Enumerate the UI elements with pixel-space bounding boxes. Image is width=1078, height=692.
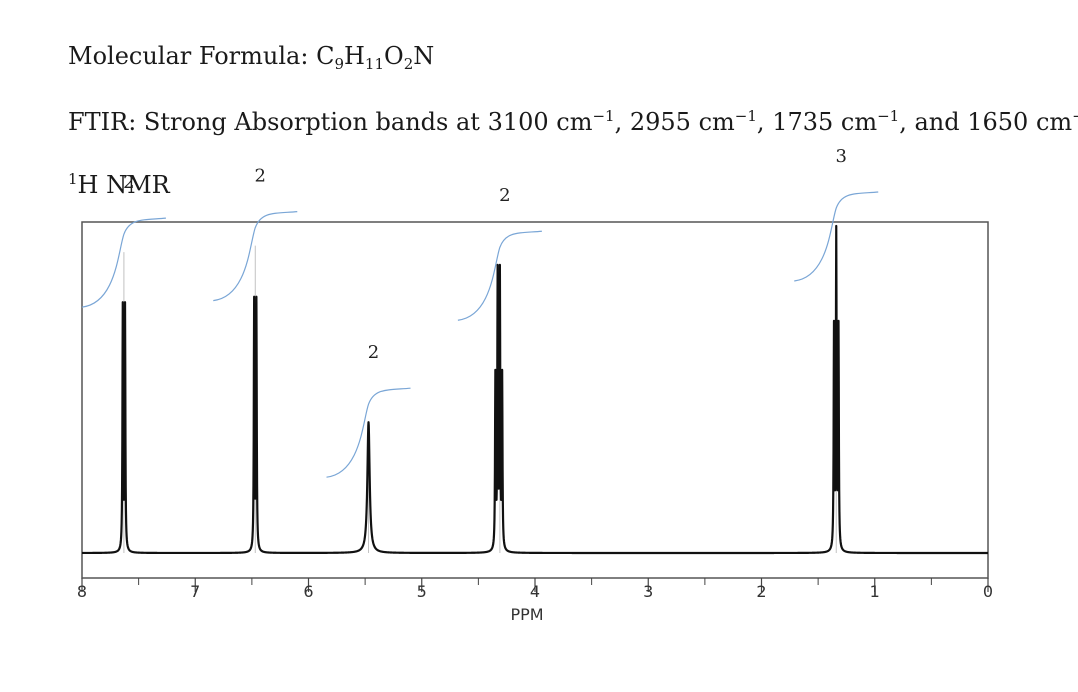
- formula-o: O: [384, 42, 404, 70]
- x-tick-label-3: 3: [643, 582, 653, 601]
- integral-curve-5: [794, 191, 879, 282]
- unit-1: cm: [556, 108, 593, 136]
- ftir-band-1: 3100: [487, 108, 549, 136]
- formula-o-count: 2: [403, 55, 414, 73]
- x-tick-label-6: 6: [303, 582, 313, 601]
- ftir-line: FTIR: Strong Absorption bands at 3100 cm…: [68, 107, 1078, 136]
- sep-1: ,: [614, 108, 630, 136]
- unit-3: cm: [840, 108, 878, 136]
- unit-exp-2: −1: [734, 107, 757, 125]
- x-tick-label-5: 5: [417, 582, 427, 601]
- nmr-title-text: H NMR: [77, 171, 170, 199]
- formula-c: C: [316, 42, 335, 70]
- unit-exp-4: −1: [1072, 107, 1078, 125]
- x-tick-label-7: 7: [190, 582, 200, 601]
- integral-curve-2: [213, 211, 298, 302]
- x-tick-label-2: 2: [756, 582, 766, 601]
- nmr-superscript: 1: [68, 170, 78, 188]
- integral-label-3: 2: [368, 342, 379, 363]
- unit-2: cm: [698, 108, 735, 136]
- ftir-prefix: FTIR: Strong Absorption bands at: [68, 108, 488, 136]
- x-tick-label-4: 4: [530, 582, 540, 601]
- molecular-formula: Molecular Formula: C9H11O2N: [68, 42, 434, 73]
- spectrum-trace: [81, 224, 989, 555]
- integral-label-4: 2: [499, 185, 510, 206]
- integral-curve-1: [81, 217, 166, 308]
- integral-label-5: 3: [836, 146, 847, 167]
- sep-2: ,: [756, 108, 773, 136]
- ftir-band-3: 1735: [772, 108, 834, 136]
- formula-h-count: 11: [364, 55, 385, 73]
- integral-label-2: 2: [255, 166, 266, 187]
- x-axis-label: PPM: [510, 605, 543, 624]
- unit-4: cm: [1035, 108, 1073, 136]
- sep-3: , and: [899, 108, 968, 136]
- x-tick-label-1: 1: [870, 582, 880, 601]
- x-tick-label-8: 8: [77, 582, 87, 601]
- formula-h: H: [343, 42, 365, 70]
- formula-label: Molecular Formula:: [68, 42, 317, 70]
- plot-frame: [81, 221, 989, 579]
- formula-c-count: 9: [334, 55, 344, 73]
- ftir-band-4: 1650: [967, 108, 1029, 136]
- unit-exp-3: −1: [877, 107, 900, 125]
- ftir-band-2: 2955: [629, 108, 691, 136]
- integral-curve-3: [326, 387, 411, 478]
- formula-n: N: [413, 42, 435, 70]
- unit-exp-1: −1: [592, 107, 615, 125]
- integral-curve-4: [457, 230, 542, 321]
- x-tick-label-0: 0: [983, 582, 993, 601]
- nmr-heading: 1H NMR: [68, 170, 170, 199]
- integral-label-1: 2: [123, 172, 134, 193]
